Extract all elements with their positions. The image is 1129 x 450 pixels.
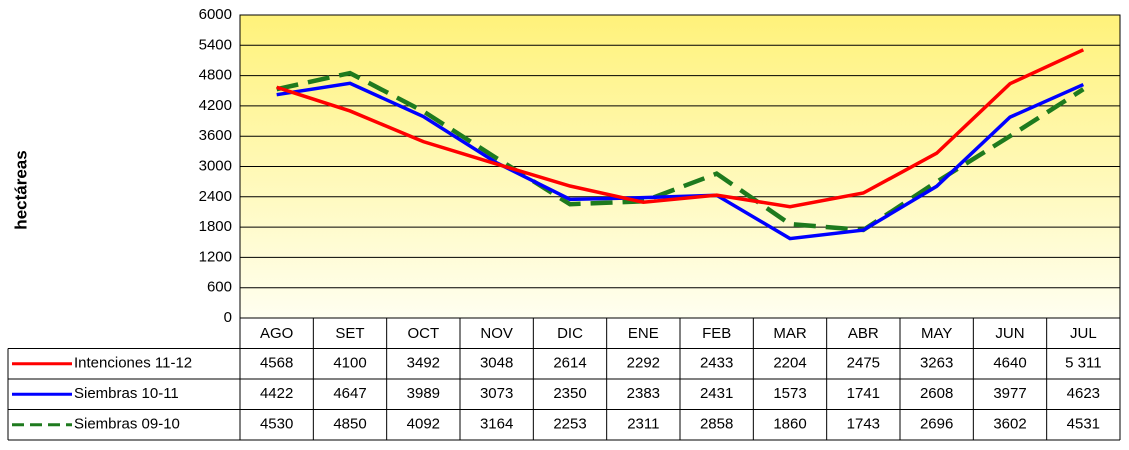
x-tick-label: SET	[335, 325, 364, 342]
x-tick-label: MAR	[773, 325, 807, 342]
x-tick-label: AGO	[260, 325, 293, 342]
table-value: 3977	[993, 385, 1026, 402]
table-value: 4850	[333, 416, 366, 433]
x-tick-label: MAY	[921, 325, 952, 342]
y-tick-label: 3600	[199, 127, 232, 144]
table-value: 4092	[407, 416, 440, 433]
y-tick-label: 4800	[199, 67, 232, 84]
y-tick-label: 0	[224, 309, 232, 326]
y-tick-label: 4200	[199, 97, 232, 114]
x-tick-label: OCT	[407, 325, 439, 342]
series-line	[276, 48, 1085, 209]
table-value: 4640	[993, 355, 1026, 372]
x-tick-label: DIC	[557, 325, 583, 342]
table-value: 4422	[260, 385, 293, 402]
x-tick-label: JUN	[995, 325, 1024, 342]
table-value: 4623	[1067, 385, 1100, 402]
x-tick-label: FEB	[702, 325, 731, 342]
table-value: 2858	[700, 416, 733, 433]
table-value: 2431	[700, 385, 733, 402]
x-tick-label: JUL	[1070, 325, 1097, 342]
table-value: 4647	[333, 385, 366, 402]
legend-label: Intenciones 11-12	[74, 355, 192, 372]
x-tick-label: ABR	[848, 325, 879, 342]
table-value: 4568	[260, 355, 293, 372]
table-value: 3989	[407, 385, 440, 402]
x-tick-label: NOV	[480, 325, 513, 342]
table-value: 2311	[627, 416, 659, 433]
y-tick-label: 3000	[199, 157, 232, 174]
table-value: 2204	[773, 355, 806, 372]
series-line	[276, 81, 1085, 241]
table-value: 3073	[480, 385, 513, 402]
table-value: 5 311	[1065, 355, 1101, 372]
table-value: 4100	[333, 355, 366, 372]
y-tick-label: 600	[207, 279, 232, 296]
y-tick-label: 5400	[199, 36, 232, 53]
table-value: 1741	[847, 385, 880, 402]
table-value: 1743	[847, 416, 880, 433]
table-value: 4531	[1067, 416, 1100, 433]
table-value: 2475	[847, 355, 880, 372]
y-tick-label: 1200	[199, 248, 232, 265]
table-value: 3164	[480, 416, 513, 433]
table-value: 2292	[627, 355, 660, 372]
y-tick-label: 2400	[199, 188, 232, 205]
table-value: 2608	[920, 385, 953, 402]
table-value: 2253	[553, 416, 586, 433]
legend-label: Siembras 09-10	[74, 416, 180, 433]
table-value: 3263	[920, 355, 953, 372]
y-axis-label: hectáreas	[11, 150, 30, 229]
y-tick-label: 1800	[199, 218, 232, 235]
table-value: 3492	[407, 355, 440, 372]
legend-label: Siembras 10-11	[74, 385, 179, 402]
table-value: 2614	[553, 355, 586, 372]
table-value: 2383	[627, 385, 660, 402]
table-value: 3602	[993, 416, 1026, 433]
table-value: 1573	[773, 385, 806, 402]
x-tick-label: ENE	[628, 325, 659, 342]
table-value: 3048	[480, 355, 513, 372]
table-value: 2350	[553, 385, 586, 402]
table-value: 2696	[920, 416, 953, 433]
table-value: 1860	[773, 416, 806, 433]
y-tick-label: 6000	[199, 6, 232, 23]
table-value: 2433	[700, 355, 733, 372]
table-value: 4530	[260, 416, 293, 433]
